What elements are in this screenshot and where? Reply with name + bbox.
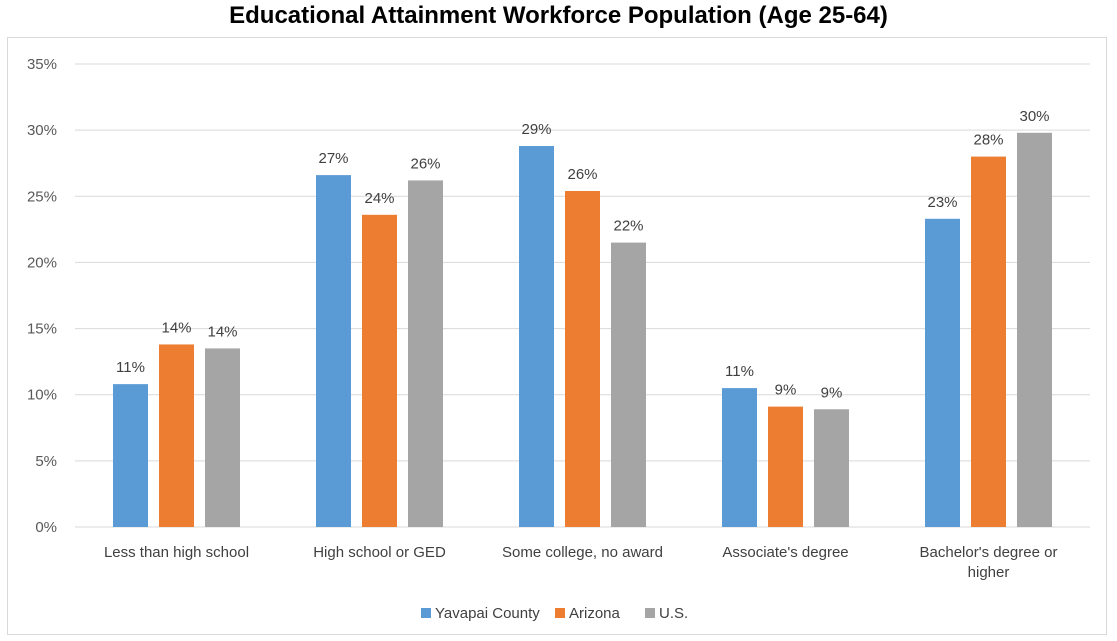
legend-label: U.S. [659, 605, 688, 622]
bar [925, 218, 960, 527]
bar [205, 348, 240, 527]
category-label: Associate's degree [722, 544, 848, 561]
legend-label: Arizona [569, 605, 621, 622]
y-tick-label: 20% [27, 254, 57, 271]
legend: Yavapai County Arizona U.S. [421, 605, 688, 622]
bar [722, 388, 757, 527]
bars [113, 132, 1052, 528]
category-label: Less than high school [104, 544, 249, 561]
data-label: 14% [207, 323, 237, 340]
bar [519, 146, 554, 527]
data-label: 9% [821, 384, 843, 401]
data-label: 11% [725, 363, 754, 380]
bar [362, 214, 397, 527]
chart-frame [7, 37, 1107, 635]
bar [814, 409, 849, 527]
data-label: 29% [521, 121, 551, 138]
legend-swatch [421, 608, 431, 618]
data-label: 30% [1019, 108, 1049, 125]
data-label: 28% [973, 132, 1003, 149]
category-label-line: Some college, no award [502, 544, 663, 561]
bar [768, 406, 803, 527]
category-label: High school or GED [313, 544, 446, 561]
y-tick-label: 15% [27, 321, 57, 338]
category-label-line: Bachelor's degree or [920, 544, 1058, 561]
y-tick-label: 30% [27, 122, 57, 139]
data-label: 27% [318, 150, 348, 167]
chart-title: Educational Attainment Workforce Populat… [229, 2, 888, 29]
data-label: 22% [613, 218, 643, 235]
y-axis-ticks: 0% 5% 10% 15% 20% 25% 30% 35% [27, 56, 57, 536]
data-label: 14% [161, 319, 191, 336]
bar [316, 175, 351, 527]
category-label-line: High school or GED [313, 544, 446, 561]
category-label-line: Less than high school [104, 544, 249, 561]
bar [971, 156, 1006, 527]
legend-swatch [555, 608, 565, 618]
category-label: Some college, no award [502, 544, 663, 561]
legend-swatch [645, 608, 655, 618]
bar [565, 190, 600, 527]
y-tick-label: 35% [27, 56, 57, 73]
bar [408, 180, 443, 527]
data-label: 24% [364, 190, 394, 207]
bar [611, 242, 646, 528]
legend-label: Yavapai County [435, 605, 540, 622]
data-label: 11% [116, 359, 145, 376]
data-label: 26% [567, 166, 597, 183]
bar [1017, 132, 1052, 527]
bar [113, 384, 148, 527]
category-label: Bachelor's degree or higher [920, 544, 1058, 581]
bar [159, 344, 194, 527]
y-tick-label: 5% [35, 453, 57, 470]
y-tick-label: 10% [27, 387, 57, 404]
data-label: 9% [775, 382, 797, 399]
data-labels: 11% 14% 14% 27% 24% 26% 29% 26% 22% 11% 9% 9% 23% 28%… [116, 108, 1049, 401]
data-label: 23% [927, 194, 957, 211]
category-label-line: higher [968, 564, 1010, 581]
x-axis-categories: Less than high school High school or GED S… [104, 544, 1058, 581]
category-label-line: Associate's degree [722, 544, 848, 561]
y-tick-label: 25% [27, 188, 57, 205]
data-label: 26% [410, 155, 440, 172]
y-tick-label: 0% [35, 519, 57, 536]
